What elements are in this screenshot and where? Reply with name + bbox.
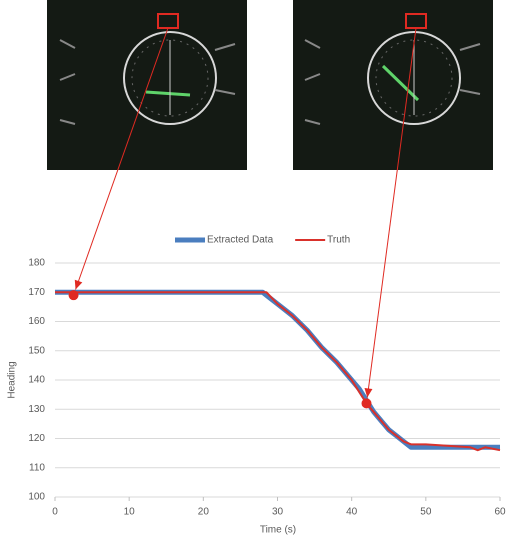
y-tick-label: 160 bbox=[28, 316, 45, 327]
series-line bbox=[55, 292, 500, 450]
legend-label: Extracted Data bbox=[207, 235, 274, 246]
y-tick-label: 150 bbox=[28, 345, 45, 356]
x-tick-label: 60 bbox=[494, 507, 506, 518]
arrow-head bbox=[75, 280, 83, 290]
series-line bbox=[55, 292, 500, 447]
y-tick-label: 100 bbox=[28, 492, 45, 503]
chart: Heading Time (s) 10011012013014015016017… bbox=[0, 0, 507, 537]
y-tick-label: 140 bbox=[28, 375, 45, 386]
photo-left bbox=[47, 0, 247, 170]
x-tick-label: 50 bbox=[420, 507, 432, 518]
y-tick-label: 110 bbox=[29, 462, 45, 473]
y-tick-label: 120 bbox=[28, 433, 45, 444]
legend-label: Truth bbox=[327, 235, 350, 246]
x-tick-label: 0 bbox=[52, 507, 58, 518]
y-tick-label: 180 bbox=[28, 258, 45, 269]
y-axis-label: Heading bbox=[7, 361, 18, 398]
x-tick-label: 30 bbox=[272, 507, 284, 518]
page: Heading Time (s) 10011012013014015016017… bbox=[0, 0, 507, 537]
x-tick-label: 10 bbox=[124, 507, 136, 518]
x-tick-label: 40 bbox=[346, 507, 358, 518]
x-axis-label: Time (s) bbox=[260, 525, 296, 536]
x-tick-label: 20 bbox=[198, 507, 210, 518]
photo-right bbox=[293, 0, 493, 170]
highlight-point bbox=[362, 398, 372, 408]
highlight-point bbox=[69, 290, 79, 300]
y-tick-label: 130 bbox=[28, 404, 45, 415]
y-tick-label: 170 bbox=[28, 287, 45, 298]
